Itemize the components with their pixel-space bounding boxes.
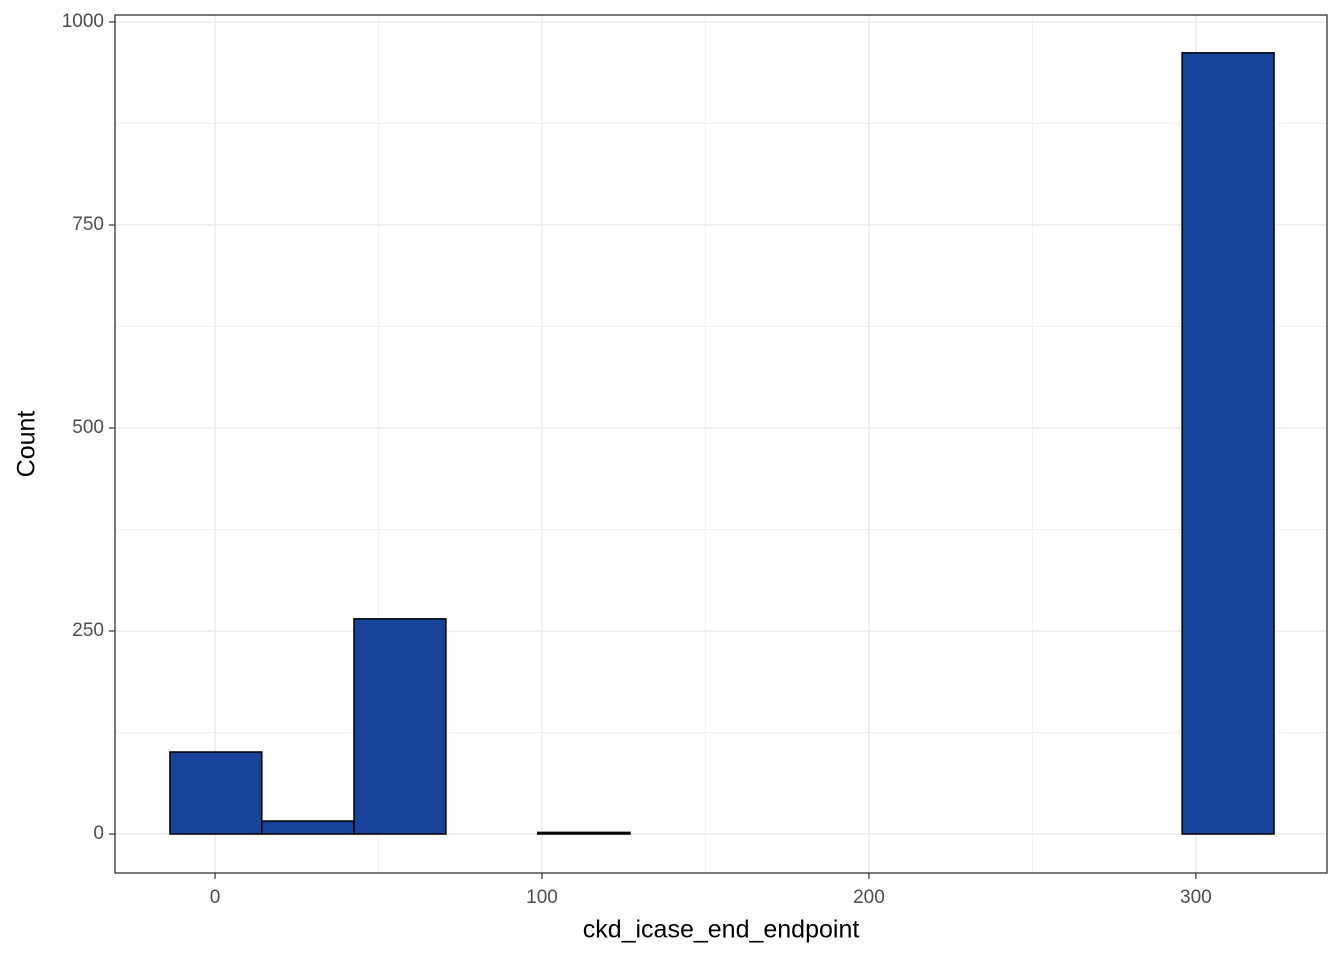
bar — [353, 618, 447, 835]
x-tick-label: 300 — [1180, 887, 1212, 908]
x-tick-label: 200 — [853, 887, 885, 908]
y-axis-title: Count — [13, 411, 41, 478]
y-tick-label: 500 — [72, 417, 104, 438]
panel-border — [114, 14, 1328, 874]
y-tick-label: 0 — [93, 823, 104, 844]
x-tick-label: 0 — [210, 887, 221, 908]
y-tick-label: 1000 — [62, 11, 104, 32]
x-tick-label: 100 — [526, 887, 558, 908]
y-tick-label: 750 — [72, 214, 104, 235]
x-axis-title: ckd_icase_end_endpoint — [583, 916, 860, 944]
bar — [169, 751, 263, 835]
y-tick-label: 250 — [72, 620, 104, 641]
bar — [261, 820, 355, 835]
bar — [536, 831, 631, 835]
bar — [1181, 52, 1275, 835]
